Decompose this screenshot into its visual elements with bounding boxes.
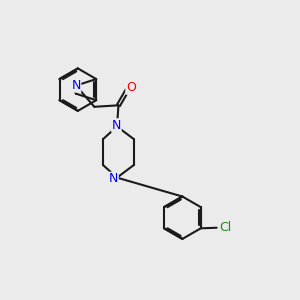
Text: N: N [109, 172, 118, 185]
Text: N: N [112, 119, 121, 132]
Text: O: O [126, 81, 136, 94]
Text: N: N [71, 79, 81, 92]
Text: Cl: Cl [219, 221, 231, 234]
